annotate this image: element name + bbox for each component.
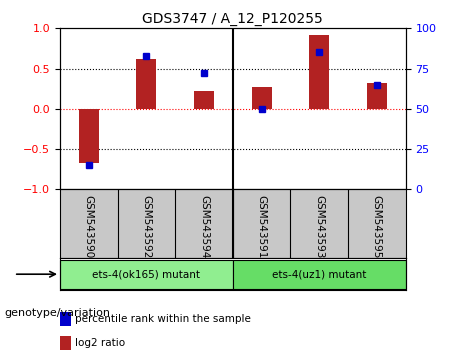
Bar [233, 260, 406, 289]
Text: GSM543591: GSM543591 [257, 195, 266, 258]
Bar [194, 91, 214, 109]
Text: percentile rank within the sample: percentile rank within the sample [75, 314, 251, 324]
Text: genotype/variation: genotype/variation [5, 308, 111, 318]
Text: GSM543594: GSM543594 [199, 195, 209, 258]
Bar [252, 87, 272, 109]
Title: GDS3747 / A_12_P120255: GDS3747 / A_12_P120255 [142, 12, 323, 26]
Bar [309, 35, 329, 109]
Text: GSM543592: GSM543592 [142, 195, 151, 258]
Bar [136, 59, 156, 109]
Text: log2 ratio: log2 ratio [75, 338, 125, 348]
Text: ets-4(uz1) mutant: ets-4(uz1) mutant [272, 269, 366, 279]
Text: GSM543593: GSM543593 [314, 195, 324, 258]
Bar [367, 83, 387, 109]
Text: ets-4(ok165) mutant: ets-4(ok165) mutant [92, 269, 201, 279]
Bar [60, 260, 233, 289]
Text: GSM543590: GSM543590 [84, 195, 94, 258]
Text: GSM543595: GSM543595 [372, 195, 382, 258]
Bar [79, 109, 99, 164]
